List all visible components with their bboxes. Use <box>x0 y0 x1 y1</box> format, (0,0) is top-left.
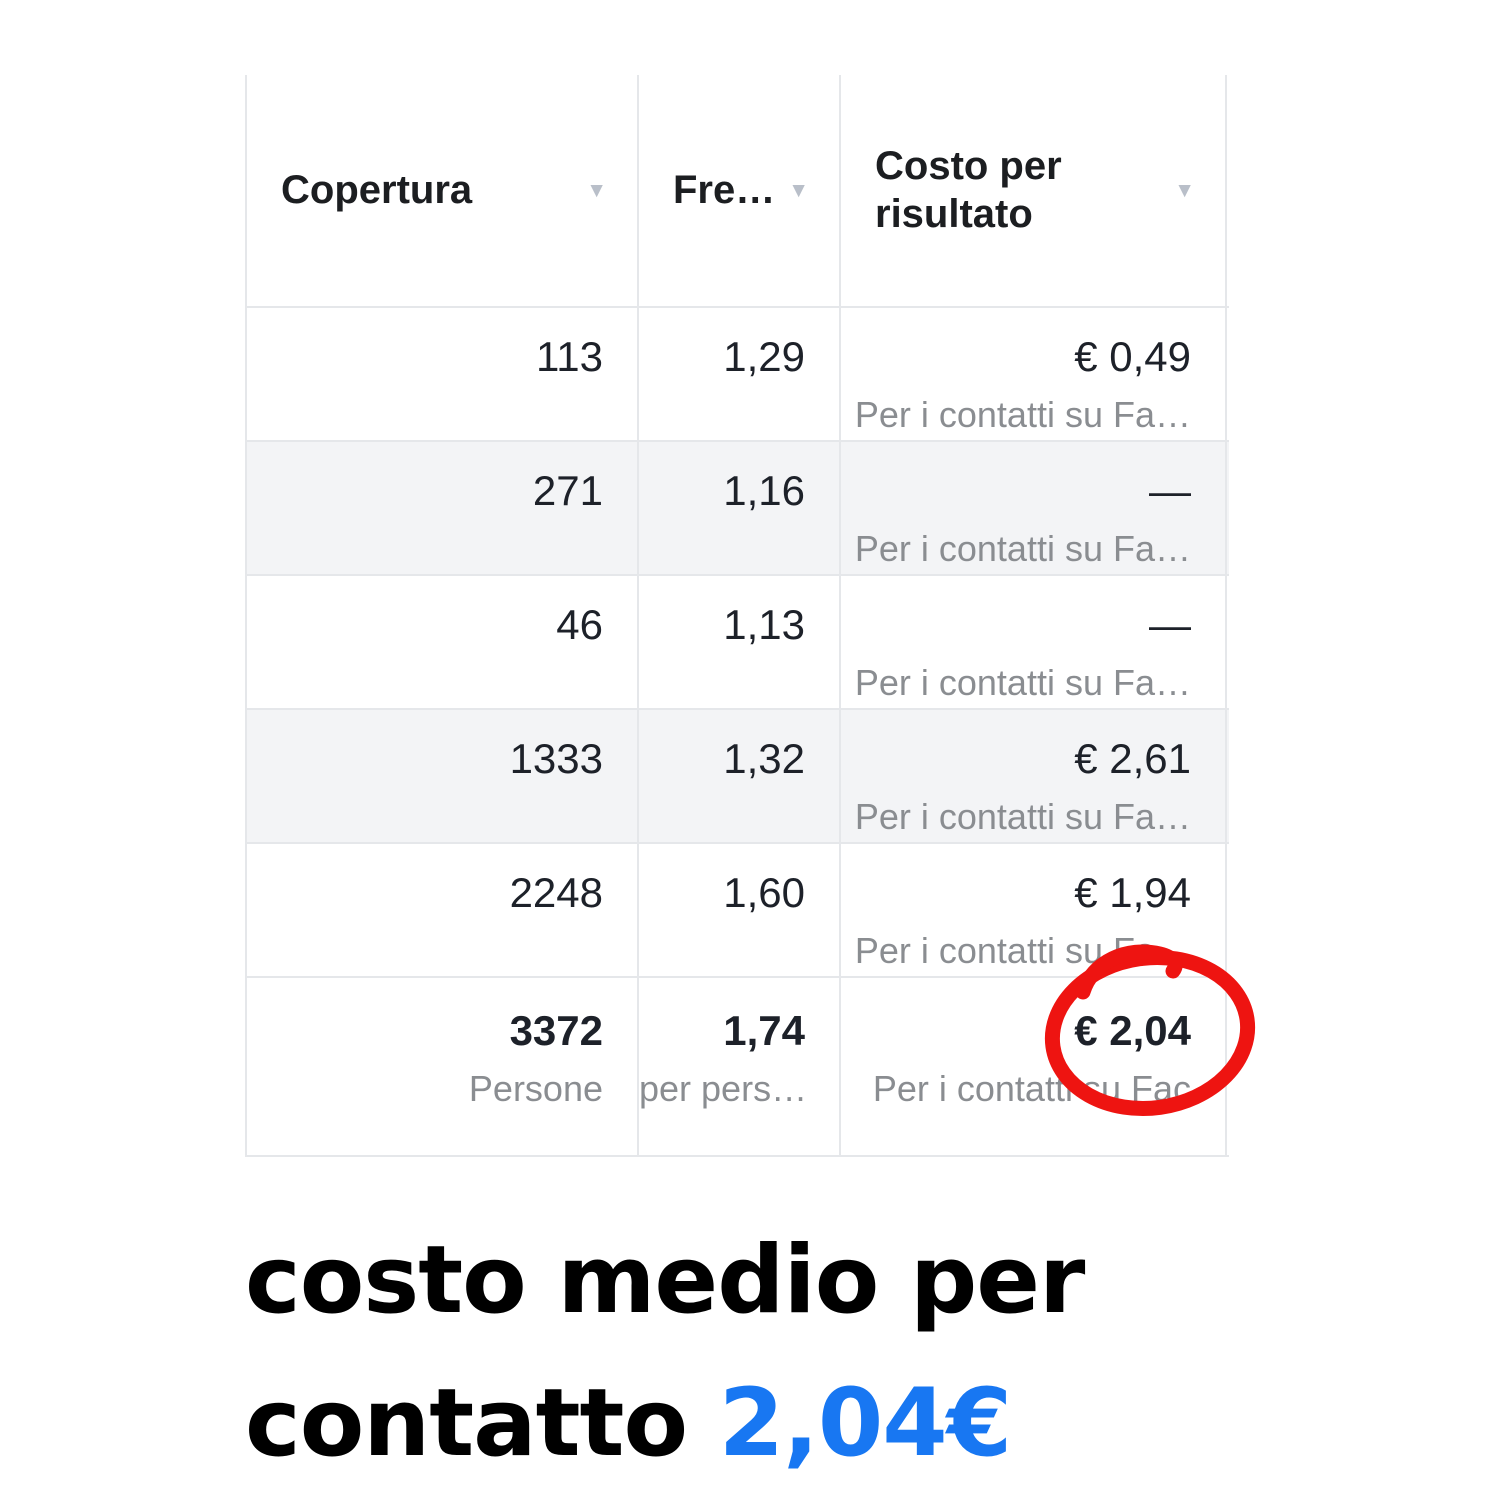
costo-total-cell: € 2,04 Per i contatti su Fac <box>841 978 1227 1155</box>
frequenza-value: 1,60 <box>723 869 805 916</box>
copertura-total-sublabel: Persone <box>468 1068 603 1110</box>
frequenza-total-sublabel: per pers… <box>639 1068 808 1110</box>
costo-sublabel: Per i contatti su Fa… <box>854 930 1191 972</box>
column-label-costo: Costo per risultato <box>875 144 1062 236</box>
costo-sublabel: Per i contatti su Fa… <box>854 394 1191 436</box>
copertura-cell: 1333 <box>247 710 639 842</box>
costo-value: — <box>1149 467 1191 514</box>
table-row: 113 1,29 € 0,49 Per i contatti su Fa… <box>247 308 1229 442</box>
ads-metrics-table: Copertura ▼ Fre… ▼ Costo per risultato ▼… <box>245 75 1229 1157</box>
frequenza-cell: 1,29 <box>639 308 841 440</box>
column-header-copertura[interactable]: Copertura ▼ <box>247 75 639 306</box>
copertura-cell: 46 <box>247 576 639 708</box>
table-totals-row: 3372 Persone 1,74 per pers… € 2,04 Per i… <box>247 978 1229 1157</box>
copertura-total-cell: 3372 Persone <box>247 978 639 1155</box>
frequenza-total-cell: 1,74 per pers… <box>639 978 841 1155</box>
frequenza-value: 1,16 <box>723 467 805 514</box>
copertura-value: 2248 <box>509 869 603 916</box>
frequenza-cell: 1,16 <box>639 442 841 574</box>
frequenza-cell: 1,32 <box>639 710 841 842</box>
sort-down-icon[interactable]: ▼ <box>586 178 607 202</box>
caption-line2: contatto 2,04€ <box>245 1353 1084 1496</box>
table-header-row: Copertura ▼ Fre… ▼ Costo per risultato ▼ <box>247 75 1229 308</box>
costo-cell: — Per i contatti su Fa… <box>841 576 1227 708</box>
column-header-costo-per-risultato[interactable]: Costo per risultato ▼ <box>841 75 1227 306</box>
caption-price-highlight: 2,04€ <box>718 1368 1012 1478</box>
frequenza-cell: 1,13 <box>639 576 841 708</box>
copertura-value: 113 <box>536 333 603 380</box>
costo-cell: € 2,61 Per i contatti su Fa… <box>841 710 1227 842</box>
frequenza-value: 1,13 <box>723 601 805 648</box>
sort-down-icon[interactable]: ▼ <box>1174 178 1195 202</box>
costo-value: € 1,94 <box>1074 869 1191 916</box>
caption-line1: costo medio per <box>245 1226 1085 1335</box>
copertura-cell: 113 <box>247 308 639 440</box>
frequenza-value: 1,29 <box>723 333 805 380</box>
column-label-copertura: Copertura <box>281 167 473 212</box>
frequenza-cell: 1,60 <box>639 844 841 976</box>
costo-cell: € 0,49 Per i contatti su Fa… <box>841 308 1227 440</box>
costo-sublabel: Per i contatti su Fa… <box>854 528 1191 570</box>
copertura-cell: 2248 <box>247 844 639 976</box>
caption: costo medio per contatto 2,04€ <box>245 1210 1085 1496</box>
copertura-cell: 271 <box>247 442 639 574</box>
sort-down-icon[interactable]: ▼ <box>788 178 809 202</box>
table-row: 271 1,16 — Per i contatti su Fa… <box>247 442 1229 576</box>
copertura-value: 271 <box>532 467 603 514</box>
costo-total-value: € 2,04 <box>1074 1007 1191 1054</box>
caption-line2-text: contatto <box>245 1368 719 1478</box>
costo-sublabel: Per i contatti su Fa… <box>854 662 1191 704</box>
copertura-total-value: 3372 <box>509 1007 603 1054</box>
table-row: 2248 1,60 € 1,94 Per i contatti su Fa… <box>247 844 1229 978</box>
costo-cell: — Per i contatti su Fa… <box>841 442 1227 574</box>
costo-total-sublabel: Per i contatti su Fac <box>872 1068 1191 1110</box>
copertura-value: 1333 <box>509 735 603 782</box>
column-header-frequenza[interactable]: Fre… ▼ <box>639 75 841 306</box>
costo-value: € 2,61 <box>1074 735 1191 782</box>
costo-cell: € 1,94 Per i contatti su Fa… <box>841 844 1227 976</box>
table-row: 46 1,13 — Per i contatti su Fa… <box>247 576 1229 710</box>
costo-value: — <box>1149 601 1191 648</box>
frequenza-total-value: 1,74 <box>723 1007 805 1054</box>
frequenza-value: 1,32 <box>723 735 805 782</box>
table-row: 1333 1,32 € 2,61 Per i contatti su Fa… <box>247 710 1229 844</box>
copertura-value: 46 <box>556 601 603 648</box>
costo-sublabel: Per i contatti su Fa… <box>854 796 1191 838</box>
column-label-frequenza: Fre… <box>673 167 776 212</box>
costo-value: € 0,49 <box>1074 333 1191 380</box>
